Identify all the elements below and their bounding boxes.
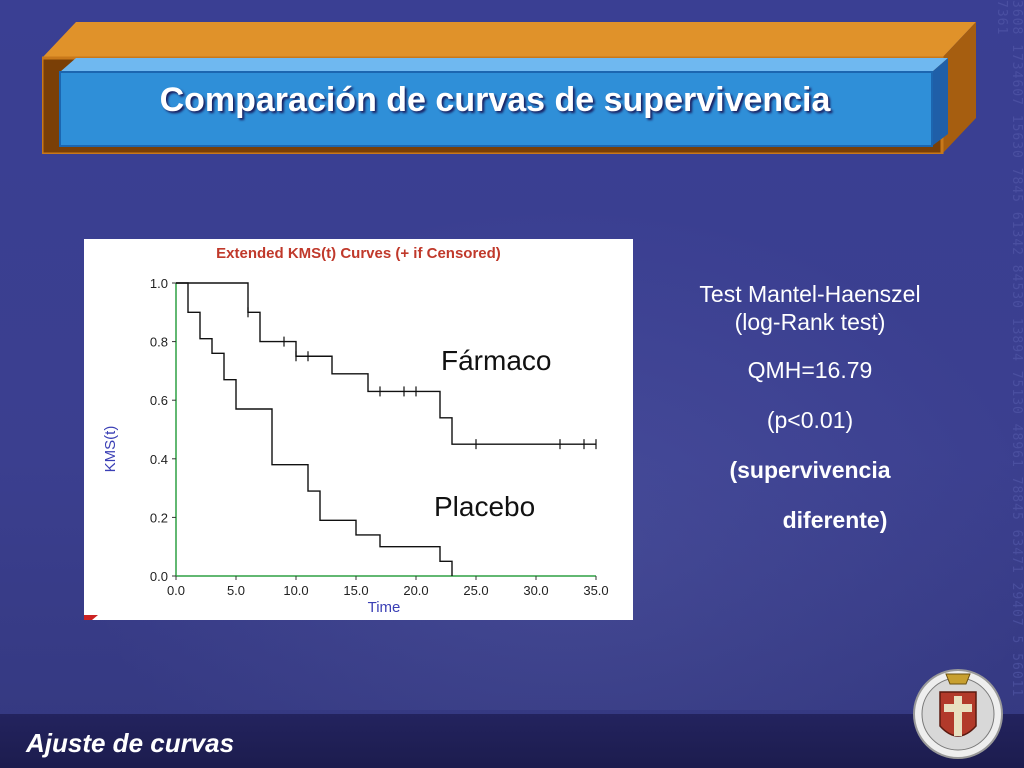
y-tick-label: 0.6 [150, 393, 168, 408]
title-box [42, 22, 976, 154]
x-tick-label: 0.0 [167, 583, 185, 598]
y-tick-label: 1.0 [150, 276, 168, 291]
university-seal-icon [913, 669, 1003, 759]
background-digits: 3608 1734607 15630 7845 61342 84530 1389… [994, 0, 1024, 698]
test-conclusion-1: (supervivencia [729, 457, 891, 483]
spacer [660, 484, 960, 506]
spacer [660, 336, 960, 356]
test-conclusion-2: diferente) [782, 507, 888, 533]
x-tick-label: 15.0 [343, 583, 368, 598]
footer-bar: Ajuste de curvas [0, 714, 1024, 768]
y-tick-label: 0.0 [150, 569, 168, 584]
x-tick-label: 25.0 [463, 583, 488, 598]
series-line-1 [176, 282, 453, 576]
test-results: Test Mantel-Haenszel (log-Rank test) QMH… [660, 280, 960, 534]
series-label-farmaco: Fármaco [441, 345, 552, 376]
y-tick-label: 0.2 [150, 510, 168, 525]
slide-title: Comparación de curvas de supervivencia [159, 80, 831, 119]
title-box-frame [42, 22, 976, 154]
spacer [660, 434, 960, 456]
test-statistic: QMH=16.79 [747, 357, 873, 383]
chart-title: Extended KMS(t) Curves (+ if Censored) [216, 245, 501, 262]
x-axis-label: Time [367, 599, 401, 616]
test-name: Test Mantel-Haenszel [699, 281, 921, 307]
x-tick-label: 5.0 [227, 583, 245, 598]
spacer [660, 384, 960, 406]
footer-label: Ajuste de curvas [26, 728, 235, 758]
chart-panel: 0.0 0.2 0.4 0.6 0.8 1.0 0.0 5.0 10.0 15.0 20.0 25.0… [84, 239, 633, 620]
x-tick-label: 35.0 [583, 583, 608, 598]
y-tick-label: 0.8 [150, 335, 168, 350]
series-label-placebo: Placebo [434, 491, 536, 522]
x-tick-label: 20.0 [403, 583, 428, 598]
corner-marker [84, 615, 98, 620]
x-tick-label: 10.0 [283, 583, 308, 598]
y-tick-label: 0.4 [150, 452, 168, 467]
test-pvalue: (p<0.01) [766, 407, 854, 433]
test-subname: (log-Rank test) [734, 309, 886, 335]
y-axis-label: KMS(t) [102, 425, 119, 473]
x-tick-label: 30.0 [523, 583, 548, 598]
km-chart: 0.0 0.2 0.4 0.6 0.8 1.0 0.0 5.0 10.0 15.0 20.0 25.0… [84, 276, 609, 620]
series-line-0 [176, 282, 596, 445]
